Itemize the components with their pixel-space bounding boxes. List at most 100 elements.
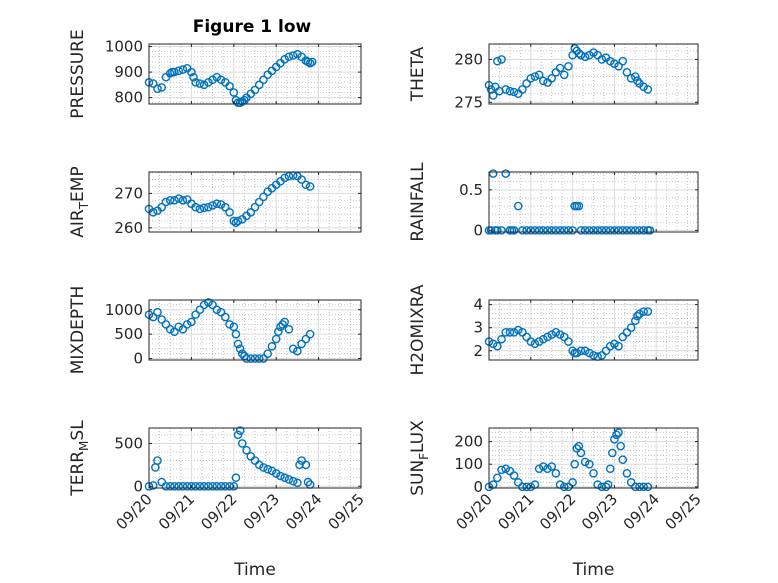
data-point <box>547 226 557 235</box>
data-point <box>301 460 311 470</box>
data-point <box>513 325 523 335</box>
data-point <box>572 348 582 358</box>
data-point <box>288 344 298 354</box>
data-point <box>610 435 619 444</box>
data-point <box>614 428 623 437</box>
data-point <box>182 481 192 491</box>
y-tick-label: 1000 <box>105 301 143 319</box>
data-point <box>284 475 294 484</box>
data-point <box>580 52 590 62</box>
data-point <box>639 82 648 92</box>
data-point <box>278 320 287 329</box>
data-point <box>589 351 598 360</box>
data-point <box>564 226 573 235</box>
data-point <box>501 328 511 337</box>
data-point <box>631 226 640 235</box>
data-point <box>229 216 239 226</box>
y-tick-label: 500 <box>114 434 143 452</box>
data-point <box>497 55 506 64</box>
data-point <box>235 426 245 435</box>
data-point <box>284 52 294 62</box>
data-point <box>509 226 519 235</box>
x-tick-label: 09/20 <box>453 490 496 533</box>
x-axis-label: Time <box>233 560 276 580</box>
data-point <box>639 226 648 235</box>
data-point <box>221 312 230 322</box>
data-point <box>543 464 552 474</box>
data-point <box>543 332 552 342</box>
data-point <box>161 197 171 207</box>
data-point <box>221 481 230 491</box>
y-axis-label: THETA <box>408 46 428 102</box>
data-point <box>568 346 577 356</box>
data-point <box>574 49 584 58</box>
y-axis-label: MIXDEPTH <box>68 286 88 375</box>
data-point <box>259 463 268 472</box>
data-point <box>622 226 632 235</box>
data-point <box>295 460 304 470</box>
data-point <box>509 87 519 97</box>
data-point <box>199 203 209 213</box>
data-point <box>493 226 502 235</box>
data-point <box>635 309 644 319</box>
data-point <box>204 298 213 307</box>
subplot-terr-msl: 0 500 TERRMSL 09/20 09/21 09/22 09/23 09/24 09/2… <box>68 420 368 580</box>
data-point <box>293 346 302 356</box>
y-axis-label: H2OMIXRA <box>408 284 428 375</box>
data-point <box>559 70 569 80</box>
data-series <box>144 426 315 491</box>
data-point <box>534 464 544 474</box>
data-point <box>153 307 162 317</box>
data-point <box>254 197 264 207</box>
subplot-theta: 275 280 THETA <box>408 43 699 111</box>
data-point <box>216 200 226 209</box>
data-point <box>522 482 531 492</box>
data-point <box>148 481 158 490</box>
data-point <box>212 72 222 82</box>
data-point <box>585 50 594 60</box>
data-point <box>305 182 315 191</box>
data-point <box>601 346 611 356</box>
data-point <box>509 471 519 480</box>
y-tick-label: 900 <box>114 63 143 81</box>
x-tick-label: 09/24 <box>620 490 663 533</box>
data-point <box>585 348 594 358</box>
data-point <box>585 226 594 235</box>
data-series <box>484 43 653 100</box>
data-point <box>288 51 298 60</box>
data-point <box>293 49 302 59</box>
data-point <box>513 201 523 211</box>
y-tick-label: 500 <box>114 325 143 343</box>
data-point <box>293 478 302 488</box>
data-point <box>187 67 196 77</box>
x-tick-label: 09/25 <box>325 490 368 533</box>
data-point <box>614 341 623 351</box>
data-series <box>484 169 655 235</box>
data-point <box>564 61 573 71</box>
data-point <box>618 455 628 464</box>
data-point <box>497 465 506 475</box>
data-point <box>539 226 548 235</box>
y-tick-label: 2 <box>473 342 483 360</box>
data-point <box>580 457 590 467</box>
data-point <box>605 464 615 474</box>
data-point <box>547 330 557 339</box>
data-point <box>237 439 247 448</box>
data-point <box>614 61 623 71</box>
data-point <box>199 300 209 310</box>
data-point <box>610 339 619 349</box>
data-point <box>187 481 196 491</box>
data-point <box>225 481 234 491</box>
x-tick-label: 09/24 <box>282 490 325 533</box>
data-point <box>633 311 642 321</box>
y-tick-label: 0 <box>133 350 143 368</box>
axes-box <box>488 171 699 233</box>
data-point <box>580 346 590 356</box>
data-point <box>589 48 598 57</box>
data-point <box>191 310 200 319</box>
data-point <box>576 448 586 458</box>
data-point <box>576 50 586 60</box>
data-point <box>576 346 586 356</box>
data-point <box>216 481 226 491</box>
